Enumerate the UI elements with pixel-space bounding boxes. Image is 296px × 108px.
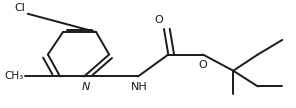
Text: Cl: Cl (14, 3, 25, 13)
Text: N: N (81, 82, 90, 92)
Text: NH: NH (131, 82, 148, 92)
Text: O: O (199, 60, 207, 70)
Text: O: O (155, 15, 163, 25)
Text: CH₃: CH₃ (4, 71, 23, 81)
